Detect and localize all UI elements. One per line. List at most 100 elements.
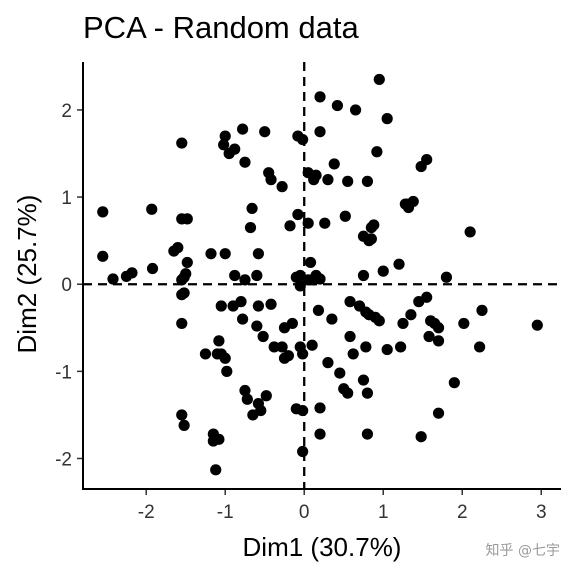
data-point <box>322 357 334 369</box>
data-point <box>421 291 433 303</box>
data-point <box>259 126 271 138</box>
x-tick-label: 0 <box>299 502 310 523</box>
data-point <box>219 248 231 260</box>
data-point <box>292 208 304 221</box>
data-point <box>207 435 219 447</box>
data-point <box>304 256 317 269</box>
data-point <box>107 273 119 285</box>
data-point <box>181 256 193 269</box>
data-point <box>297 404 309 417</box>
data-point <box>176 274 188 286</box>
data-point <box>223 147 235 160</box>
x-tick-label: 2 <box>457 502 468 523</box>
data-point <box>268 341 280 353</box>
data-point <box>312 304 325 316</box>
data-points <box>97 73 543 476</box>
data-point <box>314 126 326 138</box>
data-point <box>342 387 354 399</box>
data-point <box>239 384 251 397</box>
data-point <box>381 113 393 125</box>
y-axis-title: Dim2 (25.7%) <box>12 195 42 354</box>
data-point <box>221 365 233 377</box>
data-point <box>415 160 427 173</box>
data-point <box>428 317 441 330</box>
data-point <box>314 91 326 103</box>
data-point <box>334 367 346 379</box>
data-point <box>219 130 231 142</box>
data-point <box>246 202 258 214</box>
y-axis-ticks: -2 -1 0 1 2 <box>55 101 83 471</box>
data-point <box>373 315 385 327</box>
data-point <box>210 464 222 476</box>
data-point <box>172 242 184 254</box>
data-point <box>265 298 277 310</box>
x-tick-label: 1 <box>378 502 389 523</box>
data-point <box>236 313 249 325</box>
data-point <box>399 198 411 210</box>
data-point <box>219 352 231 364</box>
data-point <box>276 341 288 353</box>
data-point <box>357 374 370 386</box>
data-point <box>235 296 247 308</box>
data-point <box>405 309 417 321</box>
data-point <box>251 269 263 282</box>
data-point <box>474 341 486 353</box>
data-point <box>239 274 251 286</box>
data-point <box>310 169 322 181</box>
data-point <box>331 99 344 112</box>
data-point <box>531 319 543 331</box>
data-point <box>229 269 241 282</box>
data-point <box>146 203 158 215</box>
data-point <box>357 269 370 282</box>
data-point <box>97 206 109 218</box>
data-point <box>365 233 377 245</box>
chart-title: PCA - Random data <box>83 10 359 45</box>
x-tick-label: -1 <box>217 502 234 523</box>
data-point <box>181 213 193 225</box>
data-point <box>252 300 264 312</box>
data-point <box>423 330 435 343</box>
data-point <box>252 248 264 260</box>
data-point <box>347 348 359 360</box>
data-point <box>415 431 427 443</box>
data-point <box>319 217 331 229</box>
y-tick-label: 2 <box>61 101 72 122</box>
data-point <box>278 352 291 364</box>
data-point <box>349 104 362 116</box>
data-point <box>342 175 354 187</box>
data-point <box>178 419 190 431</box>
data-point <box>440 271 453 283</box>
x-axis-ticks: -2 -1 0 1 2 3 <box>138 489 547 523</box>
data-point <box>294 280 306 292</box>
data-point <box>344 296 356 308</box>
data-point <box>297 133 309 146</box>
plot-area: -2 -1 0 1 2 -2 -1 0 1 2 3 <box>55 62 561 523</box>
data-point <box>146 262 159 275</box>
data-point <box>395 341 407 353</box>
data-point <box>241 393 253 405</box>
data-point <box>344 330 356 343</box>
data-point <box>393 258 405 270</box>
data-point <box>260 390 272 402</box>
data-point <box>244 221 257 234</box>
data-point <box>276 181 288 193</box>
data-point <box>476 304 488 316</box>
data-point <box>236 123 249 135</box>
x-tick-label: -2 <box>138 502 155 523</box>
y-tick-label: -2 <box>55 450 72 471</box>
data-point <box>322 174 334 186</box>
data-point <box>339 210 351 222</box>
data-point <box>302 217 314 229</box>
data-point <box>326 313 338 325</box>
data-point <box>251 320 263 332</box>
data-point <box>368 219 380 231</box>
data-point <box>205 248 217 260</box>
data-point <box>314 273 326 285</box>
data-point <box>176 409 188 421</box>
data-point <box>199 348 212 360</box>
data-point <box>432 335 445 347</box>
data-point <box>218 139 230 151</box>
data-point <box>176 289 188 301</box>
data-point <box>247 409 259 421</box>
data-point <box>361 428 374 440</box>
